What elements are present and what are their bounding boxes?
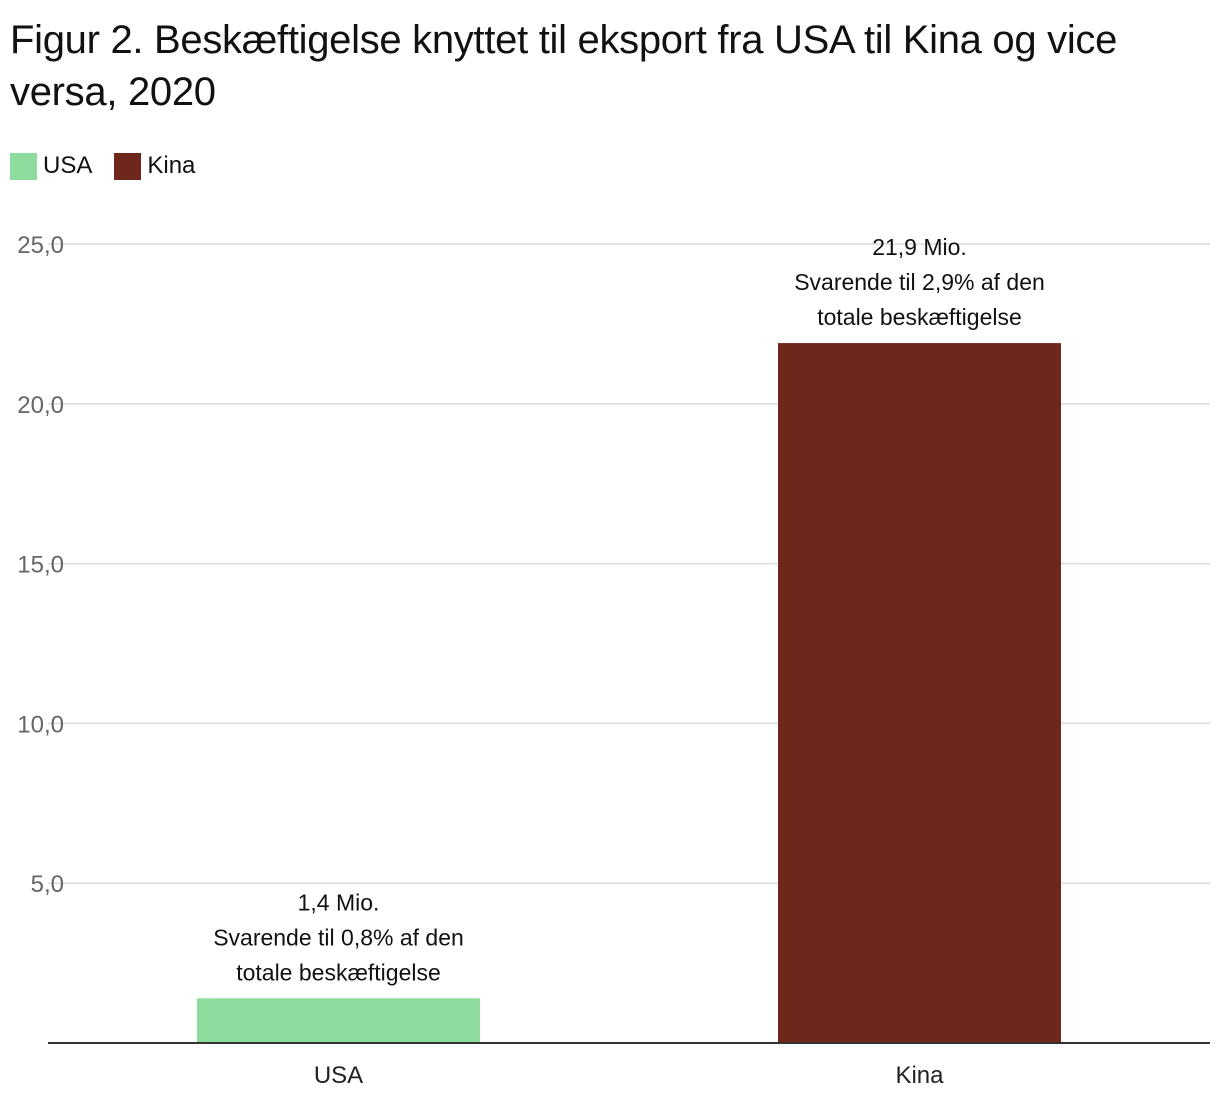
x-tick-label: Kina [895,1062,944,1089]
x-tick-label: USA [314,1062,363,1089]
data-label: totale beskæftigelse [236,959,441,985]
y-tick-label: 20,0 [17,392,64,419]
bar-kina [778,343,1061,1043]
data-label: 21,9 Mio. [872,234,967,260]
legend-label-kina: Kina [147,152,196,179]
y-tick-label: 10,0 [17,711,64,738]
chart-legend: USA Kina [10,152,195,180]
y-tick-label: 5,0 [31,871,64,898]
legend-label-usa: USA [43,152,93,179]
legend-item-kina: Kina [114,152,195,180]
legend-swatch-kina [114,152,142,180]
y-tick-label: 25,0 [17,232,64,259]
legend-item-usa: USA [10,152,92,180]
data-label: 1,4 Mio. [298,889,380,915]
data-label: Svarende til 0,8% af den [213,924,464,950]
data-label: totale beskæftigelse [817,304,1022,330]
y-tick-label: 15,0 [17,552,64,579]
bar-usa [197,998,480,1043]
chart-title: Figur 2. Beskæftigelse knyttet til ekspo… [10,18,1118,114]
legend-swatch-usa [10,152,37,180]
data-label: Svarende til 2,9% af den [794,269,1045,295]
